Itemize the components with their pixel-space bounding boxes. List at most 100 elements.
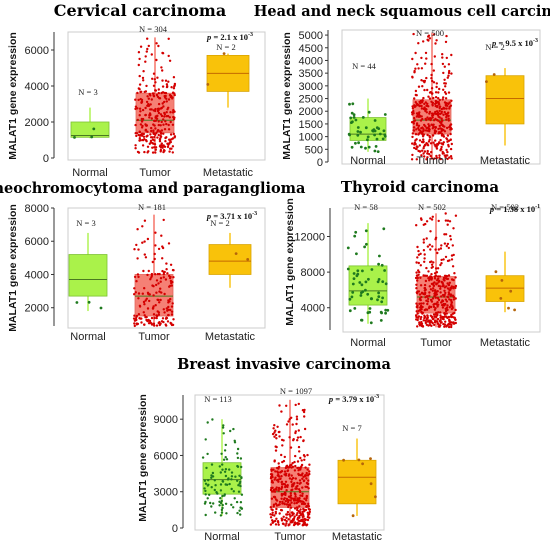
data-point: [151, 260, 154, 264]
data-point: [159, 113, 163, 116]
data-point: [438, 87, 441, 91]
data-point: [133, 314, 136, 317]
data-point: [447, 63, 451, 66]
p-prefix: p =: [206, 32, 220, 42]
data-point: [414, 147, 418, 150]
data-point: [233, 497, 236, 500]
data-point: [298, 505, 301, 508]
data-point: [448, 323, 451, 326]
data-point: [140, 321, 143, 324]
data-point: [301, 472, 304, 475]
data-point: [155, 58, 158, 62]
data-point: [296, 466, 299, 470]
data-point: [155, 93, 159, 97]
data-point: [438, 112, 442, 116]
data-point: [169, 308, 172, 312]
data-point: [423, 314, 426, 317]
data-point: [421, 99, 424, 103]
data-point: [157, 102, 161, 106]
data-point: [292, 439, 295, 442]
data-point: [138, 107, 142, 110]
data-point: [142, 79, 145, 82]
data-point: [300, 463, 304, 467]
data-point: [415, 224, 418, 227]
data-point: [155, 283, 158, 287]
data-point: [281, 518, 284, 521]
data-point: [164, 79, 168, 82]
data-point: [433, 321, 437, 324]
data-point: [160, 234, 163, 237]
data-point: [286, 500, 290, 504]
data-point: [287, 518, 290, 521]
data-point: [454, 297, 457, 300]
data-point: [157, 123, 160, 127]
data-point: [432, 81, 436, 84]
data-point: [419, 304, 423, 308]
data-point: [433, 112, 436, 115]
data-point: [167, 242, 171, 245]
data-point: [443, 274, 447, 277]
data-point: [297, 445, 301, 449]
data-point: [169, 120, 172, 124]
data-point: [423, 308, 426, 312]
data-point: [150, 129, 153, 133]
data-point: [133, 322, 136, 325]
data-point: [411, 57, 414, 61]
data-point: [297, 510, 300, 513]
data-point: [449, 147, 453, 151]
data-point: [222, 458, 226, 461]
data-point: [367, 277, 370, 281]
data-point: [141, 241, 144, 244]
data-point: [148, 293, 151, 296]
data-point: [218, 504, 221, 507]
data-point: [293, 515, 296, 518]
data-point: [284, 500, 287, 503]
data-point: [411, 135, 414, 139]
data-point: [441, 143, 445, 146]
data-point: [386, 308, 390, 312]
data-point: [426, 316, 429, 320]
data-point: [418, 144, 421, 147]
data-point: [274, 449, 278, 452]
data-point: [170, 313, 174, 316]
data-point: [428, 285, 431, 288]
data-point: [133, 287, 136, 290]
data-point: [373, 149, 377, 153]
data-point: [269, 477, 273, 480]
data-point: [219, 489, 223, 492]
data-point: [428, 305, 431, 308]
data-point: [447, 274, 451, 277]
data-point: [428, 294, 431, 297]
data-point: [273, 496, 277, 499]
data-point: [449, 138, 452, 141]
data-point: [135, 243, 138, 247]
data-point: [165, 83, 169, 86]
data-point: [448, 156, 451, 159]
data-point: [204, 438, 207, 441]
data-point: [427, 324, 430, 327]
p-value-label: p = 3.79 x 10-3: [328, 394, 379, 404]
data-point: [150, 276, 153, 279]
data-point: [356, 269, 360, 273]
data-point: [443, 313, 447, 316]
box-normal: [347, 98, 387, 154]
data-point: [273, 478, 276, 481]
data-point: [138, 74, 141, 78]
box-normal: [201, 418, 244, 517]
data-point: [417, 249, 420, 253]
data-point: [295, 513, 298, 517]
data-point: [440, 134, 444, 137]
data-point: [426, 300, 430, 303]
data-point: [449, 234, 452, 238]
data-point: [364, 126, 368, 130]
data-point: [494, 270, 498, 274]
points-normal: [75, 300, 103, 310]
data-point: [442, 276, 446, 280]
data-point: [368, 307, 372, 310]
data-point: [219, 497, 222, 500]
data-point: [445, 118, 448, 121]
data-point: [277, 503, 280, 507]
data-point: [133, 324, 136, 328]
data-point: [447, 293, 450, 296]
data-point: [411, 153, 414, 157]
